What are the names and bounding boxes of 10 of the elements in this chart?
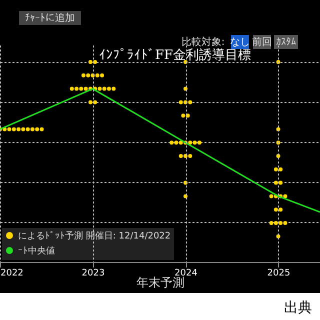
x-tick-label: 2025 (267, 268, 290, 278)
text: 比較対象: (181, 36, 225, 48)
x-tick-label: 2023 (82, 268, 105, 278)
x-axis-title: 年末予測 (136, 276, 184, 290)
text: 出典 (284, 300, 312, 316)
chart-title: ｲﾝﾌﾟﾗｲﾄﾞFF金利誘導目標 (98, 48, 252, 63)
text: ｶｽﾀﾑ (276, 37, 296, 48)
legend-label: ｰﾄ中央値 (18, 246, 55, 256)
text: ﾁｬｰﾄに追加 (25, 12, 75, 24)
x-tick-label: 2022 (0, 268, 24, 278)
